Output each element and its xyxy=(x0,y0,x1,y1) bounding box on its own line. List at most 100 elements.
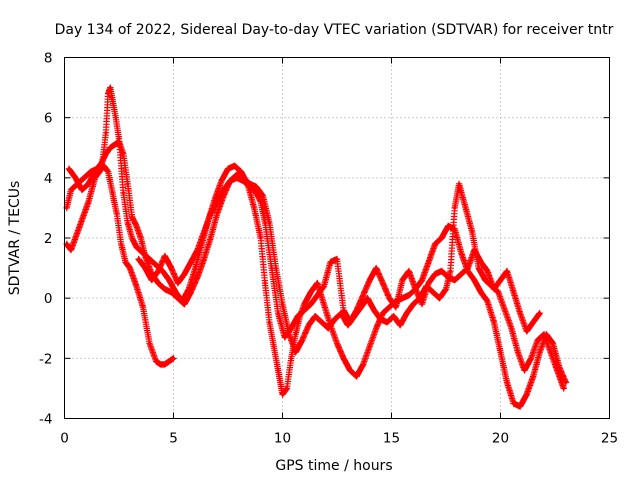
data-point xyxy=(141,305,145,309)
series-track-b xyxy=(63,84,570,410)
data-point xyxy=(374,266,378,270)
data-point xyxy=(267,320,272,324)
data-point xyxy=(368,278,372,282)
data-point xyxy=(322,302,326,306)
data-point xyxy=(326,326,330,330)
data-point xyxy=(163,254,167,258)
data-point xyxy=(440,236,444,240)
data-point xyxy=(169,290,173,294)
data-point xyxy=(283,335,287,339)
data-point xyxy=(108,85,112,90)
data-point xyxy=(171,356,176,360)
data-point xyxy=(549,350,553,354)
data-point xyxy=(139,236,143,240)
x-tick-label: 25 xyxy=(601,431,618,447)
data-point xyxy=(82,176,86,180)
data-point xyxy=(154,359,158,363)
data-point xyxy=(93,170,97,174)
data-point xyxy=(355,308,359,312)
data-point xyxy=(453,278,457,282)
data-point xyxy=(426,260,431,264)
data-point xyxy=(263,221,267,225)
data-point xyxy=(459,272,463,276)
data-point xyxy=(121,191,125,195)
data-point xyxy=(440,269,444,273)
x-tick-label: 10 xyxy=(274,431,291,447)
data-point xyxy=(322,284,326,288)
data-point xyxy=(261,194,265,198)
data-point xyxy=(80,188,84,192)
data-point xyxy=(270,266,274,270)
x-axis-label: GPS time / hours xyxy=(275,458,392,474)
data-point xyxy=(147,257,152,261)
data-point xyxy=(472,278,476,282)
data-point xyxy=(272,344,276,348)
data-point xyxy=(542,332,546,336)
x-tick-label: 15 xyxy=(383,431,400,447)
data-point xyxy=(195,275,200,279)
data-point xyxy=(128,266,132,270)
data-point xyxy=(361,293,365,297)
data-point xyxy=(392,314,396,318)
data-point xyxy=(228,179,232,183)
data-point xyxy=(300,338,304,342)
data-point xyxy=(163,362,167,366)
data-point xyxy=(496,290,500,294)
data-point xyxy=(529,356,533,360)
data-point xyxy=(511,401,516,406)
data-point xyxy=(248,185,252,189)
data-point xyxy=(182,302,186,306)
data-point xyxy=(509,326,513,330)
data-point xyxy=(477,266,481,270)
data-point xyxy=(348,368,352,372)
data-point xyxy=(426,281,431,285)
data-point xyxy=(518,404,522,409)
data-point xyxy=(302,302,306,306)
data-point xyxy=(154,263,158,267)
data-point xyxy=(385,320,389,324)
data-point xyxy=(483,278,487,282)
data-point xyxy=(485,269,490,273)
data-point xyxy=(328,260,333,264)
y-tick-label: -4 xyxy=(39,412,52,428)
data-point xyxy=(457,182,461,186)
data-point xyxy=(147,341,152,345)
data-point xyxy=(505,269,509,273)
data-point xyxy=(315,293,319,297)
data-point xyxy=(413,287,418,291)
data-point xyxy=(446,275,450,279)
data-point xyxy=(150,278,154,282)
y-tick-label: 2 xyxy=(44,231,53,247)
data-point xyxy=(232,164,237,168)
data-point xyxy=(108,146,112,150)
data-point xyxy=(73,176,77,180)
data-point xyxy=(516,350,520,354)
data-point xyxy=(163,287,167,291)
data-point xyxy=(302,308,306,312)
data-point xyxy=(65,242,69,246)
data-point xyxy=(104,152,108,156)
data-point xyxy=(518,311,522,315)
data-point xyxy=(309,302,313,306)
data-point xyxy=(453,206,457,210)
data-point xyxy=(492,320,496,324)
data-point xyxy=(143,266,147,270)
data-point xyxy=(117,140,121,144)
data-point xyxy=(110,98,115,102)
y-tick-label: 4 xyxy=(44,171,53,187)
data-point xyxy=(126,182,130,186)
data-point xyxy=(215,200,219,204)
y-tick-label: 0 xyxy=(44,291,53,307)
data-point xyxy=(239,170,243,174)
data-point xyxy=(86,200,91,204)
data-point xyxy=(280,302,285,306)
data-point xyxy=(361,362,365,366)
data-point xyxy=(86,182,91,186)
data-point xyxy=(67,167,71,171)
data-point xyxy=(222,188,226,192)
data-point xyxy=(525,392,529,397)
data-point xyxy=(285,386,289,391)
data-point xyxy=(289,326,293,330)
grid xyxy=(64,57,610,419)
data-point xyxy=(522,368,527,372)
